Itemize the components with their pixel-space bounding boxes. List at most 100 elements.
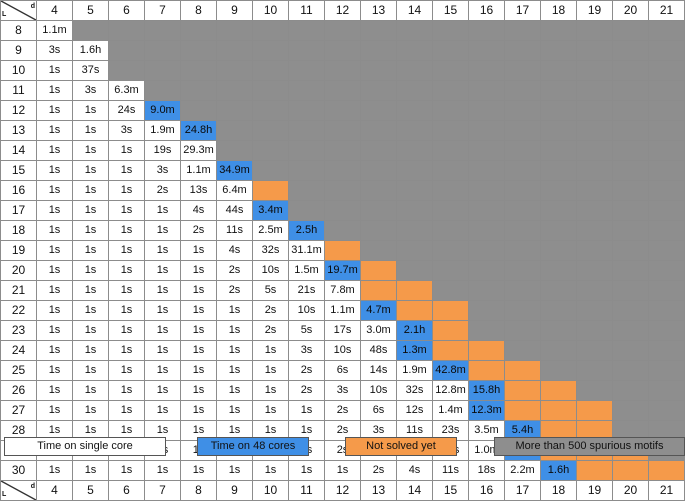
- cell-spurious: [468, 100, 505, 121]
- cell-single-core: 2.2m: [504, 460, 541, 481]
- cell-spurious: [288, 140, 325, 161]
- cell-spurious: [612, 420, 649, 441]
- column-header-d-11: 11: [288, 0, 325, 21]
- row-header-l-27: 27: [0, 400, 37, 421]
- row-header-l-19: 19: [0, 240, 37, 261]
- cell-spurious: [576, 380, 613, 401]
- cell-spurious: [432, 160, 469, 181]
- cell-spurious: [504, 260, 541, 281]
- table-row: 13 1s 1s 3s 1.9m 24.8h: [0, 120, 685, 141]
- cell-spurious: [612, 340, 649, 361]
- cell-spurious: [468, 300, 505, 321]
- cell-48-cores: 1.6h: [540, 460, 577, 481]
- cell-single-core: 10s: [360, 380, 397, 401]
- cell-spurious: [288, 120, 325, 141]
- legend-48-cores: Time on 48 cores: [197, 437, 309, 456]
- cell-single-core: 1.1m: [324, 300, 361, 321]
- cell-spurious: [324, 40, 361, 61]
- corner-d-label: d: [30, 483, 35, 490]
- cell-single-core: 1s: [252, 380, 289, 401]
- cell-spurious: [288, 20, 325, 41]
- cell-spurious: [504, 340, 541, 361]
- cell-spurious: [576, 340, 613, 361]
- cell-spurious: [648, 200, 685, 221]
- cell-spurious: [396, 100, 433, 121]
- cell-spurious: [648, 280, 685, 301]
- cell-spurious: [432, 20, 469, 41]
- cell-single-core: 1s: [36, 80, 73, 101]
- table-row: 22 1s 1s 1s 1s 1s 1s 2s 10s 1.1m 4.7m: [0, 300, 685, 321]
- cell-single-core: 1s: [180, 300, 217, 321]
- cell-single-core: 1s: [36, 400, 73, 421]
- cell-spurious: [396, 120, 433, 141]
- cell-spurious: [540, 220, 577, 241]
- cell-spurious: [540, 280, 577, 301]
- cell-48-cores: 42.8m: [432, 360, 469, 381]
- cell-spurious: [576, 360, 613, 381]
- cell-spurious: [504, 60, 541, 81]
- column-header-d-9: 9: [216, 0, 253, 21]
- cell-single-core: 1s: [108, 260, 145, 281]
- cell-48-cores: 1.3m: [396, 340, 433, 361]
- cell-single-core: 1s: [252, 340, 289, 361]
- cell-single-core: 1s: [36, 200, 73, 221]
- cell-single-core: 3.0m: [360, 320, 397, 341]
- cell-spurious: [612, 160, 649, 181]
- cell-spurious: [432, 180, 469, 201]
- row-header-l-13: 13: [0, 120, 37, 141]
- cell-spurious: [396, 160, 433, 181]
- cell-spurious: [432, 200, 469, 221]
- cell-single-core: 1s: [36, 240, 73, 261]
- cell-not-solved: [576, 400, 613, 421]
- cell-single-core: 1s: [180, 380, 217, 401]
- cell-spurious: [360, 180, 397, 201]
- column-header-d-5: 5: [72, 0, 109, 21]
- cell-spurious: [252, 140, 289, 161]
- cell-single-core: 3s: [144, 160, 181, 181]
- cell-single-core: 1s: [72, 300, 109, 321]
- cell-single-core: 10s: [324, 340, 361, 361]
- cell-single-core: 1s: [324, 460, 361, 481]
- cell-spurious: [288, 160, 325, 181]
- cell-single-core: 1s: [108, 380, 145, 401]
- cell-single-core: 1s: [180, 420, 217, 441]
- cell-spurious: [648, 60, 685, 81]
- cell-single-core: 2s: [252, 300, 289, 321]
- cell-spurious: [468, 20, 505, 41]
- column-header-d-21: 21: [648, 480, 685, 501]
- cell-48-cores: 15.8h: [468, 380, 505, 401]
- cell-single-core: 1s: [108, 340, 145, 361]
- cell-single-core: 14s: [360, 360, 397, 381]
- cell-single-core: 1s: [144, 320, 181, 341]
- cell-spurious: [540, 20, 577, 41]
- table-row: 18 1s 1s 1s 1s 2s 11s 2.5m 2.5h: [0, 220, 685, 241]
- cell-spurious: [324, 120, 361, 141]
- cell-not-solved: [504, 360, 541, 381]
- cell-single-core: 11s: [396, 420, 433, 441]
- cell-spurious: [144, 20, 181, 41]
- cell-spurious: [396, 140, 433, 161]
- cell-spurious: [252, 60, 289, 81]
- cell-spurious: [144, 80, 181, 101]
- row-header-l-10: 10: [0, 60, 37, 81]
- cell-spurious: [360, 140, 397, 161]
- cell-spurious: [576, 100, 613, 121]
- cell-spurious: [396, 220, 433, 241]
- cell-single-core: 1s: [288, 400, 325, 421]
- cell-single-core: 1s: [180, 280, 217, 301]
- cell-not-solved: [432, 320, 469, 341]
- table-row: 20 1s 1s 1s 1s 1s 2s 10s 1.5m 19.7m: [0, 260, 685, 281]
- cell-spurious: [252, 120, 289, 141]
- cell-spurious: [504, 160, 541, 181]
- column-header-d-16: 16: [468, 0, 505, 21]
- cell-single-core: 1.5m: [288, 260, 325, 281]
- cell-single-core: 1s: [144, 360, 181, 381]
- row-header-l-11: 11: [0, 80, 37, 101]
- row-header-l-12: 12: [0, 100, 37, 121]
- cell-single-core: 2s: [288, 360, 325, 381]
- cell-single-core: 1s: [144, 300, 181, 321]
- cell-single-core: 48s: [360, 340, 397, 361]
- cell-spurious: [468, 240, 505, 261]
- cell-single-core: 1s: [144, 380, 181, 401]
- cell-spurious: [540, 40, 577, 61]
